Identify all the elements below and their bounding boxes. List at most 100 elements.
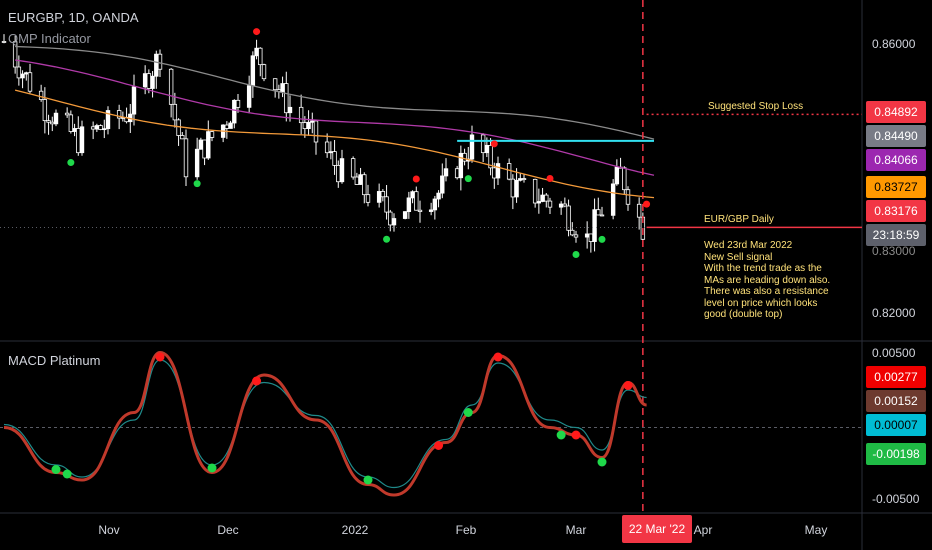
sell-signal-dot [546, 174, 554, 182]
ma-fast-price-tag: 0.83727 [866, 176, 926, 198]
candle-body [566, 205, 571, 231]
macd-cross-dot [571, 430, 581, 440]
candle-body [350, 158, 356, 178]
candle-body [202, 139, 207, 159]
macd-cross-dot [62, 469, 72, 479]
macd-line [3, 350, 648, 497]
candle-body [365, 194, 371, 203]
macd-tag-2: 0.00007 [866, 414, 926, 436]
candle-body [98, 125, 103, 130]
candle-body [614, 166, 620, 185]
buy-signal-dot [67, 159, 75, 167]
candle-body [246, 85, 252, 108]
candle-body [332, 151, 337, 166]
sell-signal-dot [490, 140, 498, 148]
note-line: With the trend trade as the [704, 263, 822, 274]
candle-body [514, 179, 519, 198]
candle-body [596, 209, 601, 216]
note-line: New Sell signal [704, 251, 773, 263]
x-label-nov: Nov [98, 523, 120, 537]
candle-body [157, 53, 163, 70]
x-label-mar: Mar [565, 523, 587, 537]
symbol-title: EURGBP, 1D, OANDA [8, 10, 139, 25]
candle-body [592, 209, 597, 242]
sell-signal-dot [643, 200, 651, 208]
macd-cross-dot [207, 463, 217, 473]
candle-body [24, 72, 29, 75]
candle-body [544, 194, 549, 202]
macd-title: MACD Platinum [8, 353, 101, 368]
note-line: Wed 23rd Mar 2022 [704, 240, 793, 251]
candle-body [20, 73, 25, 79]
candle-body [588, 233, 594, 242]
candle-body [336, 164, 341, 183]
candle-body [380, 191, 386, 198]
candle-body [492, 167, 497, 179]
candle-body [310, 120, 315, 123]
candle-body [235, 99, 241, 108]
candle-body [484, 145, 490, 154]
candle-body [209, 131, 215, 138]
candle-body [280, 83, 285, 92]
candle-body [622, 167, 627, 191]
macd-cross-dot [51, 465, 61, 474]
buy-signal-dot [383, 235, 391, 243]
candle-body [625, 189, 631, 205]
candle-body [462, 152, 467, 162]
candle-body [172, 103, 178, 121]
candle-body [454, 168, 460, 179]
candle-body [573, 234, 579, 238]
candle-body [436, 192, 441, 200]
candle-body [16, 66, 22, 79]
countdown-tag: 23:18:59 [866, 224, 926, 246]
candle-body [53, 112, 59, 125]
macd-cross-dot [463, 408, 473, 417]
candle-body [105, 110, 111, 130]
stop-loss-annotation: Suggested Stop Loss [708, 101, 804, 112]
sell-signal-dot [412, 175, 420, 183]
candle-body [417, 209, 423, 212]
candle-body [495, 163, 501, 179]
candle-body [90, 126, 96, 130]
candle-body [154, 53, 159, 77]
candle-body [610, 183, 616, 216]
candle-body [131, 86, 137, 115]
candle-body [68, 114, 74, 132]
candle-body [142, 73, 148, 88]
candle-body [570, 229, 575, 236]
candle-body [458, 152, 464, 179]
candle-body [584, 233, 590, 238]
candle-body [298, 106, 304, 124]
trade-note: Wed 23rd Mar 2022 New Sell signal With t… [704, 240, 830, 321]
candle-body [302, 122, 308, 130]
x-label-dec: Dec [217, 523, 239, 537]
candle-body [362, 174, 367, 196]
candle-body [206, 131, 211, 159]
candle-body [406, 197, 412, 212]
candle-body [410, 191, 415, 199]
candle-body [402, 211, 408, 219]
candle-body [510, 178, 516, 198]
candle-body [339, 158, 345, 183]
candle-body [599, 214, 605, 217]
candle-body [636, 203, 642, 218]
candle-body [46, 120, 51, 123]
candle-body [469, 134, 475, 160]
candle-body [532, 178, 538, 204]
candle-body [176, 119, 181, 136]
candle-body [558, 203, 564, 208]
note-line: There was also a resistance [704, 286, 829, 297]
note-line: level on price which looks [704, 297, 818, 309]
candle-body [27, 72, 33, 92]
macd-cross-dot [556, 430, 566, 440]
candle-body [180, 135, 185, 140]
candle-body [232, 99, 237, 124]
candle-body [488, 145, 493, 169]
note-line: good (double top) [704, 309, 783, 320]
candle-body [254, 47, 259, 57]
candle-body [443, 168, 449, 177]
ma-slow-price-tag: 0.84490 [866, 125, 926, 147]
macd-cross-dot [597, 457, 607, 467]
candle-body [228, 122, 233, 129]
